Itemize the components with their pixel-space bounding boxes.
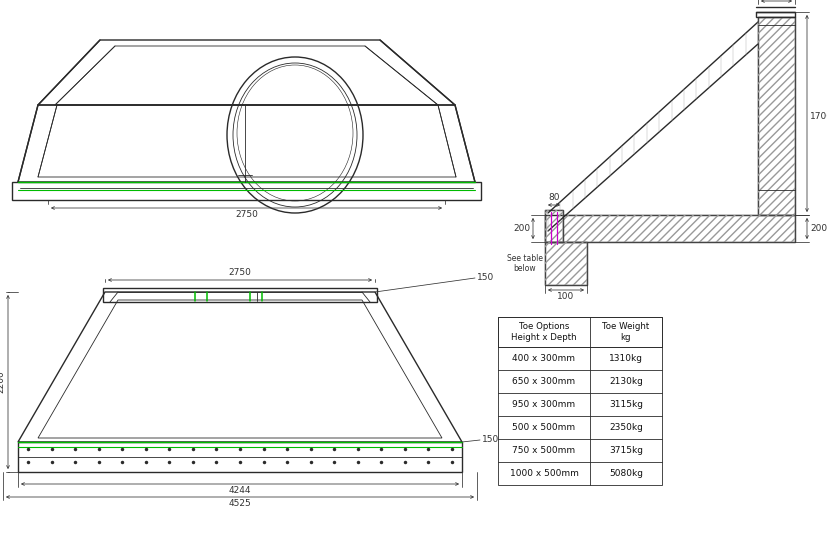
Bar <box>103 288 376 302</box>
Text: 2200: 2200 <box>0 371 5 393</box>
Text: 950 x 300mm: 950 x 300mm <box>512 400 575 409</box>
Text: 2350kg: 2350kg <box>609 423 642 432</box>
Bar <box>757 17 794 215</box>
Text: Toe Options
Height x Depth: Toe Options Height x Depth <box>510 322 576 342</box>
Text: 4244: 4244 <box>228 486 251 495</box>
Text: 2750: 2750 <box>228 268 251 277</box>
Text: 5080kg: 5080kg <box>609 469 643 478</box>
Bar <box>544 215 794 242</box>
Text: 200: 200 <box>809 224 826 233</box>
Bar <box>12 182 480 200</box>
Text: 150: 150 <box>481 436 499 444</box>
Bar <box>497 317 662 347</box>
Text: 1310kg: 1310kg <box>609 354 643 363</box>
Text: 100: 100 <box>557 292 574 301</box>
Text: 200: 200 <box>512 224 529 233</box>
Text: 4525: 4525 <box>228 499 251 508</box>
Bar <box>544 210 562 242</box>
Text: 500 x 500mm: 500 x 500mm <box>512 423 575 432</box>
Text: 1700: 1700 <box>809 112 827 120</box>
Bar <box>755 12 794 17</box>
Bar <box>757 17 794 215</box>
Text: 3115kg: 3115kg <box>609 400 643 409</box>
Text: 400 x 300mm: 400 x 300mm <box>512 354 575 363</box>
Text: 80: 80 <box>547 193 559 202</box>
Text: 1000 x 500mm: 1000 x 500mm <box>509 469 578 478</box>
Text: 3715kg: 3715kg <box>609 446 643 455</box>
Bar <box>544 210 562 242</box>
Bar <box>18 442 461 472</box>
Text: 750 x 500mm: 750 x 500mm <box>512 446 575 455</box>
Text: See table
below: See table below <box>506 254 543 273</box>
Text: 2750: 2750 <box>235 210 258 219</box>
Bar <box>544 242 586 285</box>
Text: Toe Weight
kg: Toe Weight kg <box>602 322 649 342</box>
Bar <box>562 215 794 242</box>
Text: 650 x 300mm: 650 x 300mm <box>512 377 575 386</box>
Bar <box>497 317 662 485</box>
Text: 150: 150 <box>476 272 494 282</box>
Text: 2130kg: 2130kg <box>609 377 642 386</box>
Bar <box>544 242 586 285</box>
